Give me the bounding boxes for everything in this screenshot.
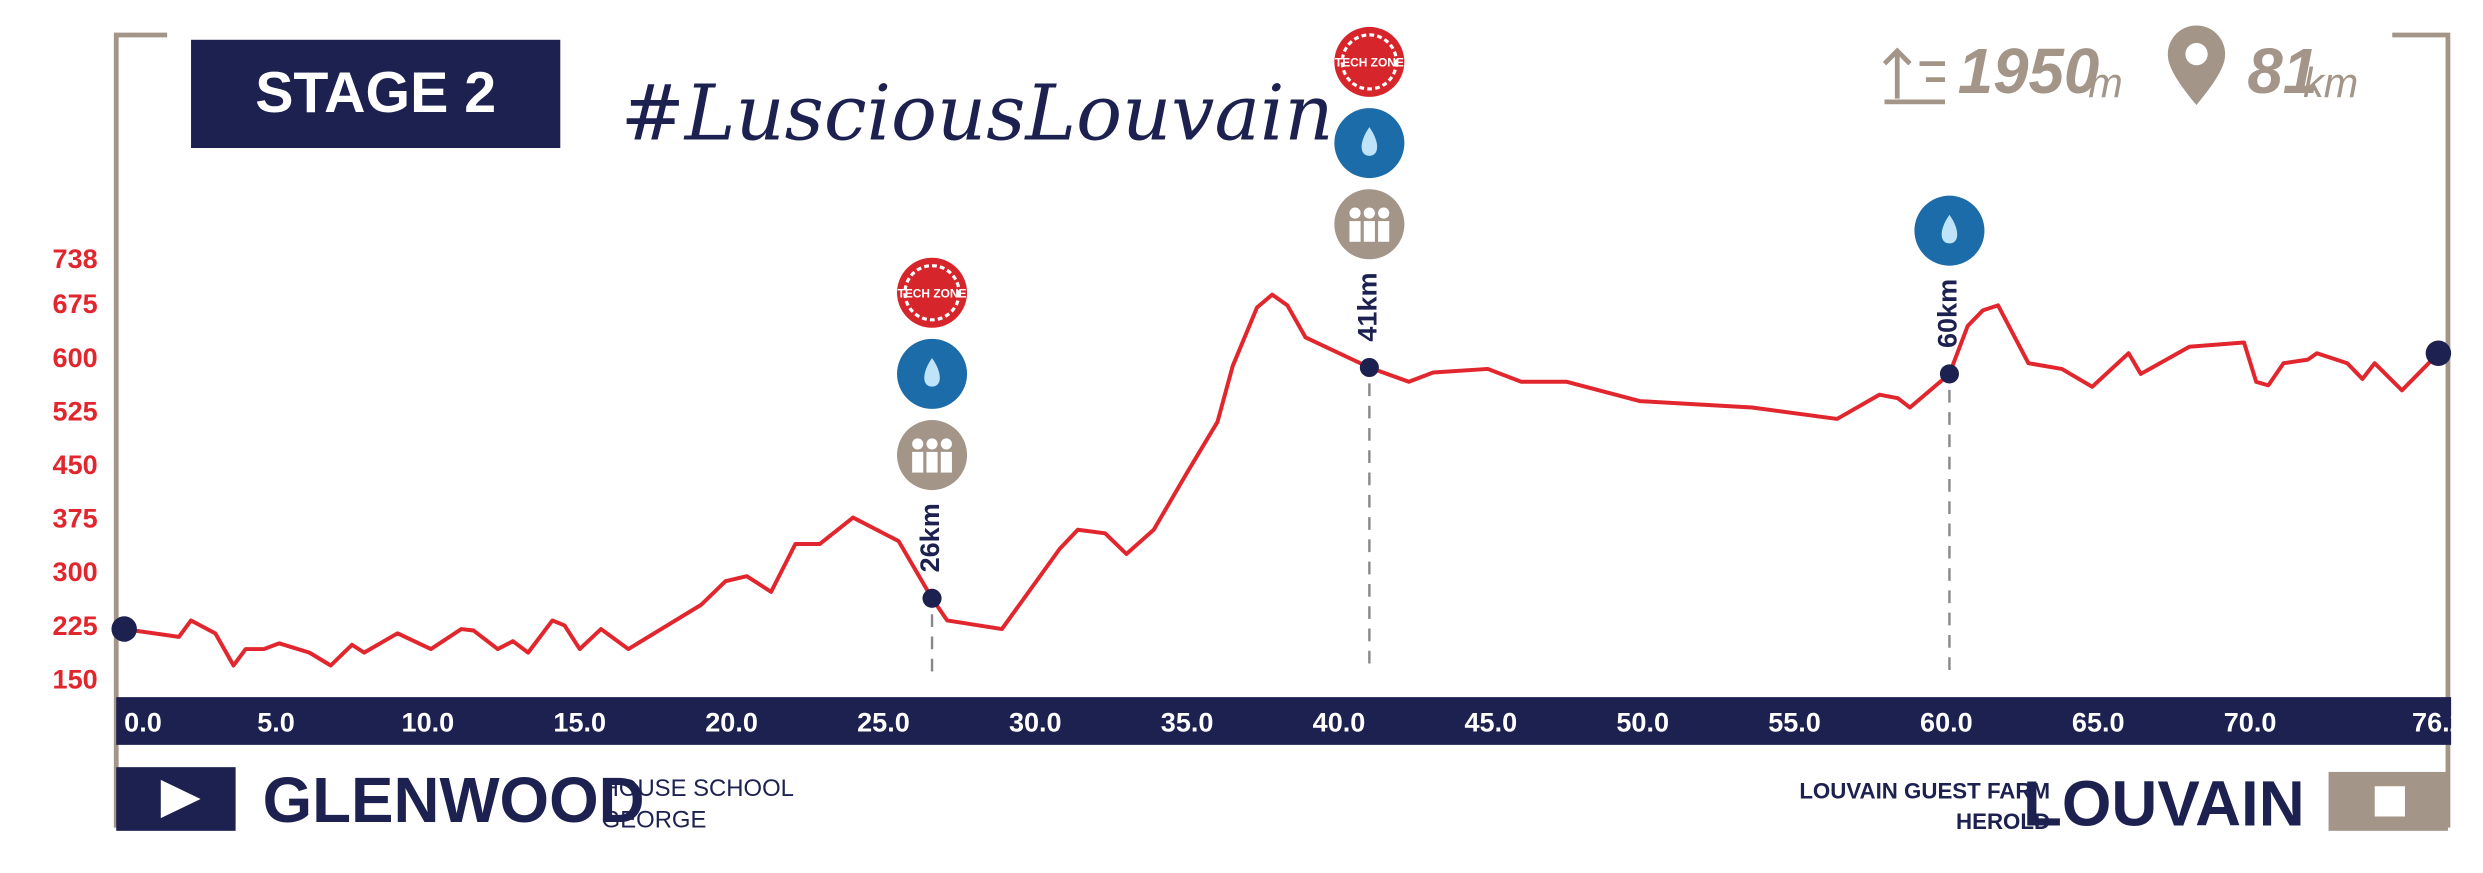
water-icon [1334,108,1405,179]
waypoint-point [1359,357,1379,378]
y-tick-label: 300 [53,557,98,587]
frame-right [2392,32,2451,828]
x-tick-label: 15.0 [553,707,606,737]
support-body [1349,221,1361,242]
x-axis-band [116,697,2452,745]
support-body [1378,221,1390,242]
start-icon [160,779,201,819]
x-tick-label: 60.0 [1920,707,1973,737]
frame-left [113,32,168,828]
support-head [1363,207,1375,219]
water-icon [1914,195,1985,266]
waypoint-label: 41km [1353,272,1383,341]
support-head [912,438,924,450]
y-tick-label: 150 [53,664,98,694]
elevation-line [123,292,2440,668]
water-drop [1361,127,1378,156]
x-tick-label: 65.0 [2072,707,2125,737]
x-tick-label: 76.2 [2412,707,2465,737]
support-body [1363,221,1375,242]
distance-icon [2167,25,2226,106]
climb-unit: m [2088,60,2122,106]
chart-title: STAGE 2 [255,61,496,125]
x-tick-label: 40.0 [1313,707,1366,737]
finish-icon [2374,786,2405,817]
climb-value: 1950 [1958,36,2100,107]
tech-zone-icon: TECH ZONE [897,257,968,328]
water-drop [1941,214,1958,244]
x-tick-label: 10.0 [402,707,455,737]
x-tick-label: 30.0 [1009,707,1062,737]
support-body [912,451,924,473]
finish-point [2425,340,2452,366]
start-venue: HOUSE SCHOOL [602,775,794,802]
y-tick-label: 225 [53,611,98,641]
x-tick-label: 0.0 [124,707,162,737]
support-icon [897,420,968,491]
x-tick-label: 70.0 [2224,707,2277,737]
x-tick-label: 55.0 [1768,707,1821,737]
water-icon [897,338,968,409]
start-name: GLENWOOD [263,765,645,836]
finish-venue: HEROLD [1956,809,2050,834]
x-tick-label: 35.0 [1161,707,1214,737]
support-head [1349,207,1361,219]
finish-venue: LOUVAIN GUEST FARM [1799,779,2050,804]
tech-zone-label: TECH ZONE [1335,56,1404,70]
start-point [111,616,137,642]
waypoint-point [1939,364,1959,384]
x-tick-label: 20.0 [705,707,758,737]
waypoint-label: 60km [1933,279,1963,348]
distance-value: 81 [2247,36,2318,107]
hashtag: #LusciousLouvain [621,69,1334,158]
tech-zone-ring [1340,33,1399,91]
tech-zone-ring [903,264,961,322]
y-tick-label: 600 [53,343,98,373]
waypoint-point [922,588,942,608]
x-tick-label: 45.0 [1465,707,1518,737]
title-box [191,39,561,149]
finish-name: LOUVAIN [2023,768,2305,839]
climb-icon [1882,47,1945,105]
y-tick-label: 738 [53,244,98,274]
tech-zone-icon: TECH ZONE [1334,26,1405,97]
water-drop [924,357,940,387]
support-head [926,438,938,450]
start-venue: GEORGE [602,807,707,834]
tech-zone-label: TECH ZONE [898,286,967,300]
support-body [940,451,952,473]
support-head [940,438,952,450]
y-tick-label: 675 [53,289,98,319]
distance-unit: km [2303,60,2358,106]
tech-zone-circle [897,257,968,328]
y-tick-label: 525 [53,396,98,426]
tech-zone-circle [1334,26,1405,97]
x-tick-label: 25.0 [857,707,910,737]
support-body [926,451,938,473]
support-head [1378,207,1390,219]
x-tick-label: 5.0 [257,707,295,737]
x-tick-label: 50.0 [1616,707,1669,737]
waypoint-label: 26km [915,503,945,572]
support-icon [1334,189,1405,260]
y-tick-label: 375 [53,504,98,534]
y-tick-label: 450 [53,450,98,480]
